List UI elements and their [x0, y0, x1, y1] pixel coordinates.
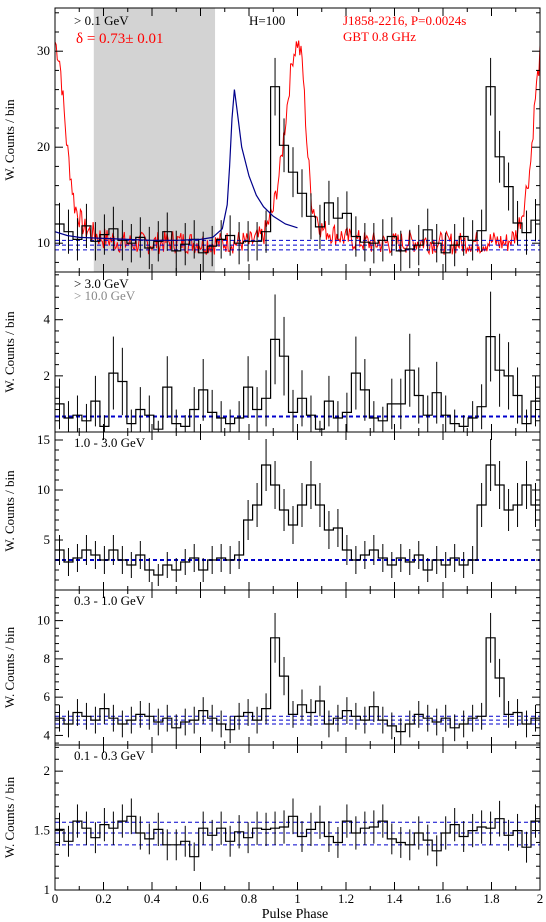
y-tick-label: 10 — [37, 613, 50, 628]
y-axis-title: W. Counts / bin — [2, 626, 17, 708]
radio-label: GBT 0.8 GHz — [343, 29, 416, 44]
h-annotation: H=100 — [249, 13, 285, 28]
energy-label-1to3: 1.0 - 3.0 GeV — [74, 435, 146, 450]
histogram-line — [55, 637, 540, 733]
plot-area — [55, 439, 540, 586]
panel-0.1-to-0.3-gev: 11.52 — [34, 744, 541, 897]
pulsar-label: J1858-2216, P=0.0024s — [343, 13, 466, 28]
y-axis-title: W. Counts / bin — [2, 470, 17, 552]
x-tick-label: 0 — [52, 891, 59, 906]
energy-label-03to1: 0.3 - 1.0 GeV — [74, 593, 146, 608]
y-axis-titles: W. Counts / bin W. Counts / bin W. Counts … — [2, 99, 17, 858]
y-tick-label: 8 — [44, 651, 51, 666]
y-tick-label: 4 — [44, 727, 51, 742]
delta-annotation: δ = 0.73± 0.01 — [76, 31, 164, 47]
x-tick-label: 2 — [537, 891, 544, 906]
y-tick-label: 6 — [44, 689, 51, 704]
plot-area — [55, 798, 540, 871]
x-tick-label: 0.8 — [241, 891, 257, 906]
y-tick-label: 1 — [44, 882, 51, 897]
energy-label-top: > 0.1 GeV — [74, 13, 129, 28]
y-tick-label: 20 — [37, 139, 50, 154]
x-tick-labels: 0 0.2 0.4 0.6 0.8 1 1.2 1.4 1.6 1.8 2 — [52, 891, 544, 906]
energy-label-3gev: > 3.0 GeV — [74, 276, 129, 291]
y-tick-label: 1.5 — [34, 823, 50, 838]
x-tick-label: 0.2 — [95, 891, 111, 906]
energy-label-10gev: > 10.0 GeV — [74, 288, 136, 303]
panel-0.3-to-1-gev: 4 6 8 10 — [37, 589, 541, 746]
y-tick-label: 4 — [44, 312, 51, 327]
x-tick-label: 1.2 — [338, 891, 354, 906]
x-tick-label: 0.4 — [144, 891, 161, 906]
x-tick-label: 1 — [294, 891, 301, 906]
histogram-line — [55, 815, 540, 858]
energy-label-01to03: 0.1 - 0.3 GeV — [74, 748, 146, 763]
y-tick-label: 10 — [37, 482, 50, 497]
plot-area — [55, 40, 540, 272]
y-tick-label: 2 — [44, 763, 51, 778]
x-axis-title: Pulse Phase — [262, 907, 329, 922]
fit-curve — [55, 89, 298, 241]
panel-frame — [54, 589, 541, 746]
y-tick-label: 5 — [44, 532, 51, 547]
off-pulse-shade — [93, 8, 216, 272]
histogram-line — [55, 464, 540, 576]
y-axis-title: W. Counts / bin — [2, 99, 17, 181]
y-tick-label: 2 — [44, 368, 51, 383]
x-tick-label: 0.6 — [192, 891, 209, 906]
y-axis-title: W. Counts / bin — [2, 776, 17, 858]
x-tick-label: 1.6 — [435, 891, 452, 906]
x-tick-label: 1.8 — [483, 891, 499, 906]
y-axis-title: W. Counts / bin — [2, 311, 17, 393]
panel-top-above-0.1-gev: 10 20 30 — [37, 7, 541, 273]
plot-area — [55, 612, 540, 745]
y-tick-label: 15 — [37, 432, 50, 447]
x-tick-label: 1.4 — [386, 891, 403, 906]
plot-area — [55, 291, 540, 432]
histogram-line — [55, 336, 540, 430]
panel-1-to-3-gev: 5 10 15 — [37, 431, 541, 591]
y-tick-label: 30 — [37, 43, 50, 58]
y-tick-label: 10 — [37, 235, 50, 250]
